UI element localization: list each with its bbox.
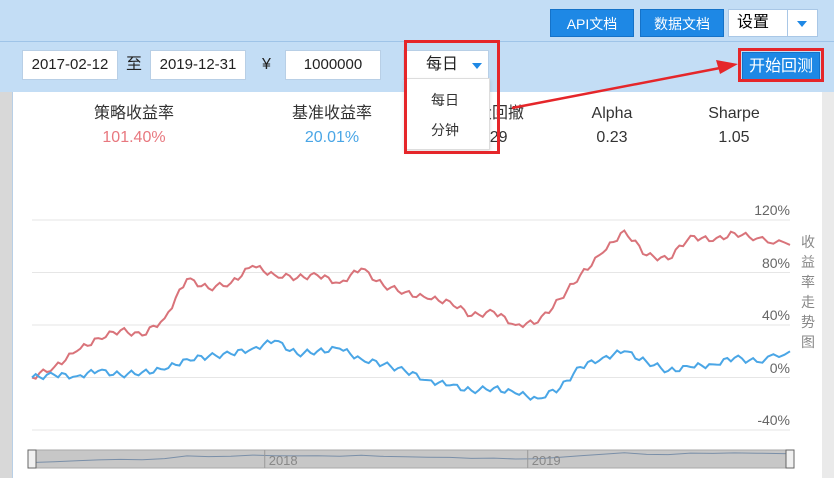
navigator-label: 2019 bbox=[532, 453, 561, 468]
metric-strategy-return: 策略收益率 101.40% bbox=[64, 102, 204, 150]
currency-symbol: ¥ bbox=[262, 56, 271, 73]
y-tick-label: 0% bbox=[769, 359, 790, 376]
navigator-series bbox=[31, 452, 791, 463]
settings-select[interactable]: 设置 bbox=[728, 9, 788, 37]
start-date-input[interactable]: 2017-02-12 bbox=[22, 50, 118, 80]
metric-label: Alpha bbox=[591, 105, 633, 122]
chevron-down-icon bbox=[472, 63, 482, 69]
top-header-bar: API文档 数据文档 设置 bbox=[0, 0, 834, 42]
frequency-selected-label: 每日 bbox=[426, 56, 459, 73]
metric-benchmark-return: 基准收益率 20.01% bbox=[262, 102, 402, 150]
result-panel bbox=[12, 92, 822, 478]
end-date-input[interactable]: 2019-12-31 bbox=[150, 50, 246, 80]
chart-navigator: 2018 2019 bbox=[27, 449, 795, 469]
chart-grid bbox=[32, 219, 790, 431]
metric-label: 策略收益率 bbox=[93, 105, 174, 122]
frequency-select[interactable]: 每日 bbox=[403, 50, 489, 80]
frequency-option-daily[interactable]: 每日 bbox=[431, 92, 459, 108]
metric-alpha: Alpha 0.23 bbox=[542, 102, 682, 150]
metric-value: 20.01% bbox=[304, 129, 360, 146]
api-doc-button[interactable]: API文档 bbox=[550, 9, 634, 37]
run-backtest-button[interactable]: 开始回测 bbox=[742, 52, 820, 80]
chart-title: 收益率走势图 bbox=[801, 234, 815, 350]
metric-value: 1.05 bbox=[718, 129, 750, 146]
metric-value: 0.23 bbox=[596, 129, 628, 146]
metric-value: 101.40% bbox=[102, 129, 166, 146]
y-tick-label: 40% bbox=[761, 307, 790, 323]
metric-sharpe: Sharpe 1.05 bbox=[664, 102, 804, 150]
navigator-left-handle bbox=[27, 449, 37, 469]
capital-input[interactable]: 1000000 bbox=[285, 50, 381, 80]
y-tick-label: 80% bbox=[761, 254, 790, 271]
highlight-run-button-box bbox=[738, 48, 824, 82]
data-doc-button[interactable]: 数据文档 bbox=[640, 9, 724, 37]
metric-label: 基准收益率 bbox=[291, 105, 372, 122]
benchmark-return-line bbox=[31, 339, 791, 402]
y-tick-label: -40% bbox=[757, 412, 790, 428]
right-scrollbar[interactable] bbox=[822, 92, 834, 478]
navigator-label: 2018 bbox=[269, 453, 298, 468]
y-tick-label: 120% bbox=[754, 202, 790, 218]
settings-dropdown-toggle[interactable] bbox=[788, 9, 818, 37]
chart-series bbox=[31, 229, 791, 402]
frequency-option-minute[interactable]: 分钟 bbox=[431, 122, 459, 138]
chevron-down-icon bbox=[797, 21, 807, 27]
navigator-right-handle bbox=[785, 449, 795, 469]
navigator-range bbox=[27, 449, 795, 469]
frequency-dropdown-menu: 每日 分钟 bbox=[404, 78, 490, 150]
metric-label: Sharpe bbox=[708, 105, 760, 122]
highlight-frequency-box bbox=[404, 40, 500, 154]
strategy-return-line bbox=[31, 229, 791, 380]
to-label: 至 bbox=[126, 56, 143, 73]
